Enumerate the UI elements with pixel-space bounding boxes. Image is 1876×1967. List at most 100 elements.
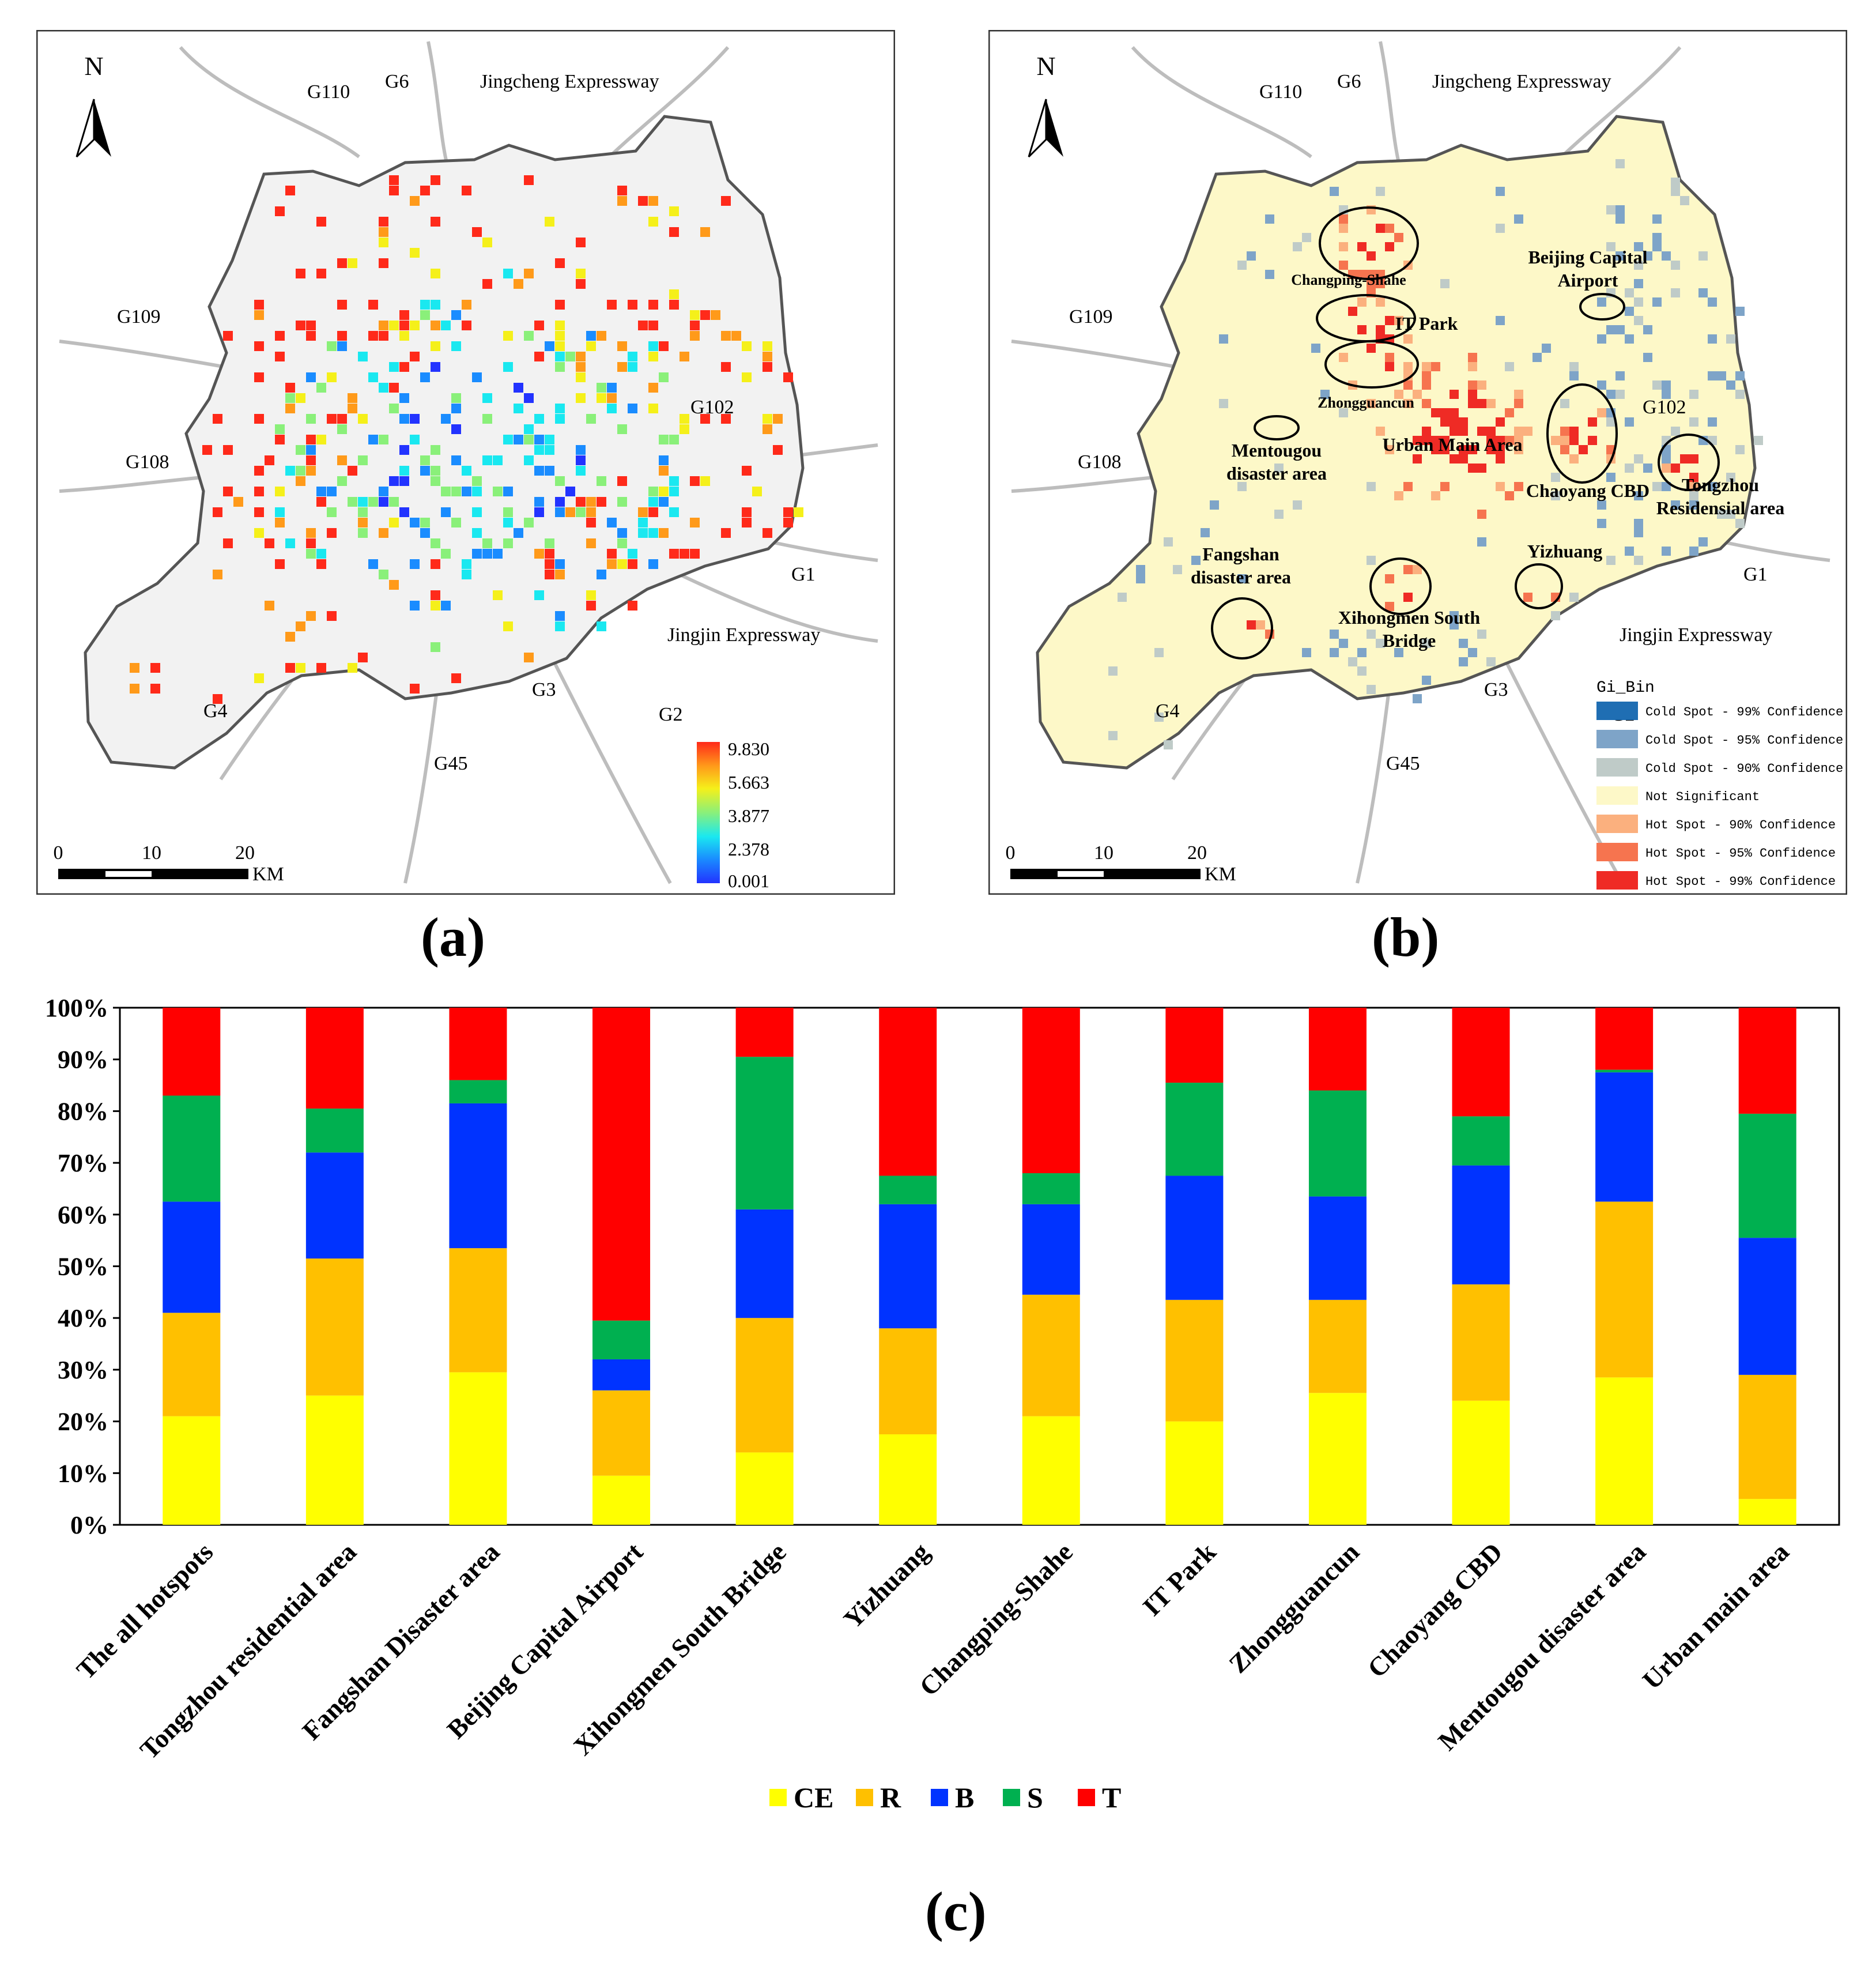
hotspot-cell <box>1339 408 1348 417</box>
map-cell <box>451 455 461 465</box>
bar-segment-s <box>735 1057 794 1209</box>
map-cell <box>420 372 430 382</box>
hotspot-cell <box>1403 399 1413 408</box>
road-labels: G110 G6 Jingcheng Expressway G109 G108 G102 G1… <box>1069 71 1772 774</box>
road-label: G6 <box>385 71 409 92</box>
y-tick-label: 20% <box>58 1408 108 1436</box>
scale-bar: 0 10 20 KM <box>1006 842 1236 885</box>
map-cell <box>306 549 316 559</box>
legend-swatch <box>931 1789 948 1806</box>
svg-text:9.830: 9.830 <box>728 738 769 759</box>
hotspot-cell <box>1385 445 1394 454</box>
hotspot-cell <box>1662 380 1671 390</box>
map-cell <box>285 383 295 393</box>
map-cell <box>472 549 482 559</box>
map-cell <box>534 507 544 517</box>
hotspot-cell <box>1671 288 1680 297</box>
map-cell <box>358 352 368 361</box>
map-cell <box>669 435 679 444</box>
map-cell <box>690 549 700 559</box>
hotspot-cell <box>1450 408 1459 417</box>
map-cell <box>721 528 731 538</box>
hotspot-cell <box>1477 380 1486 390</box>
map-cell <box>783 507 793 517</box>
map-cell <box>482 279 492 289</box>
hotspot-cell <box>1403 380 1413 390</box>
legend-label: Hot Spot - 90% Confidence <box>1645 818 1836 832</box>
map-cell <box>648 528 658 538</box>
map-cell <box>451 404 461 413</box>
map-cell <box>389 476 399 486</box>
map-cell <box>306 445 316 455</box>
map-cell <box>742 466 752 476</box>
map-cell <box>534 445 544 455</box>
hotspot-cell <box>1671 427 1680 436</box>
hotspot-cell <box>1339 639 1348 648</box>
map-cell <box>648 321 658 330</box>
map-cell <box>337 414 347 424</box>
map-cell <box>576 507 586 517</box>
hotspot-cell <box>1413 390 1422 399</box>
hotspot-cell <box>1403 593 1413 602</box>
legend-swatch <box>1596 786 1638 805</box>
hotspot-cell <box>1560 399 1569 408</box>
legend-label: B <box>955 1781 974 1814</box>
hotspot-cell <box>1496 445 1505 454</box>
road-label: G3 <box>1484 679 1508 700</box>
bar-segment-r <box>1165 1299 1224 1422</box>
map-cell <box>420 310 430 320</box>
hotspot-cell <box>1468 390 1477 399</box>
hotspot-cell <box>1330 187 1339 196</box>
hotspot-cell <box>1606 473 1615 482</box>
road-label: G4 <box>1156 700 1180 722</box>
map-cell <box>576 393 586 403</box>
hotspot-cell <box>1403 362 1413 371</box>
hotspot-cell <box>1569 362 1579 371</box>
map-cell <box>524 331 534 341</box>
hotspot-cell <box>1256 620 1265 630</box>
map-cell <box>420 300 430 310</box>
map-cell <box>742 372 752 382</box>
hotspot-cell <box>1468 380 1477 390</box>
hotspot-cell <box>1754 436 1763 445</box>
hotspot-cell <box>1440 279 1450 288</box>
map-cell <box>742 341 752 351</box>
legend-swatch <box>1078 1789 1095 1806</box>
bar-segment-s <box>1165 1083 1224 1176</box>
map-cell <box>617 362 627 372</box>
map-cell <box>617 476 627 486</box>
bar-segment-s <box>1022 1173 1080 1204</box>
hotspot-cell <box>1108 666 1118 676</box>
map-cell <box>379 331 388 341</box>
bar-segment-r <box>1308 1299 1367 1393</box>
hotspot-cell <box>1615 159 1625 168</box>
map-cell <box>638 528 648 538</box>
svg-text:20: 20 <box>1187 842 1207 864</box>
map-cell <box>431 466 440 476</box>
hotspot-cell <box>1385 242 1394 251</box>
bar-segment-ce <box>1022 1416 1080 1525</box>
hotspot-cell <box>1422 436 1431 445</box>
map-cell <box>607 300 617 310</box>
bar-segment-ce <box>1595 1377 1654 1525</box>
hotspot-cell <box>1450 390 1459 399</box>
map-cell <box>399 476 409 486</box>
hotspot-cell <box>1154 648 1164 657</box>
hotspot-cell <box>1367 251 1376 261</box>
hotspot-cell <box>1689 500 1698 510</box>
map-cell <box>524 455 534 465</box>
map-cell <box>783 518 793 527</box>
map-cell <box>534 549 544 559</box>
bar-segment-ce <box>1452 1400 1510 1525</box>
label-tongzhou: Tongzhou Residensial area <box>1656 474 1785 518</box>
map-cell <box>337 331 347 341</box>
map-cell <box>462 186 471 195</box>
map-cell <box>275 331 285 341</box>
hotspot-cell <box>1671 187 1680 196</box>
map-cell <box>555 258 565 268</box>
y-tick-label: 30% <box>58 1356 108 1384</box>
map-cell <box>493 487 503 496</box>
hotspot-cell <box>1652 297 1662 307</box>
map-cell <box>763 528 772 538</box>
hotspot-cell <box>1468 445 1477 454</box>
